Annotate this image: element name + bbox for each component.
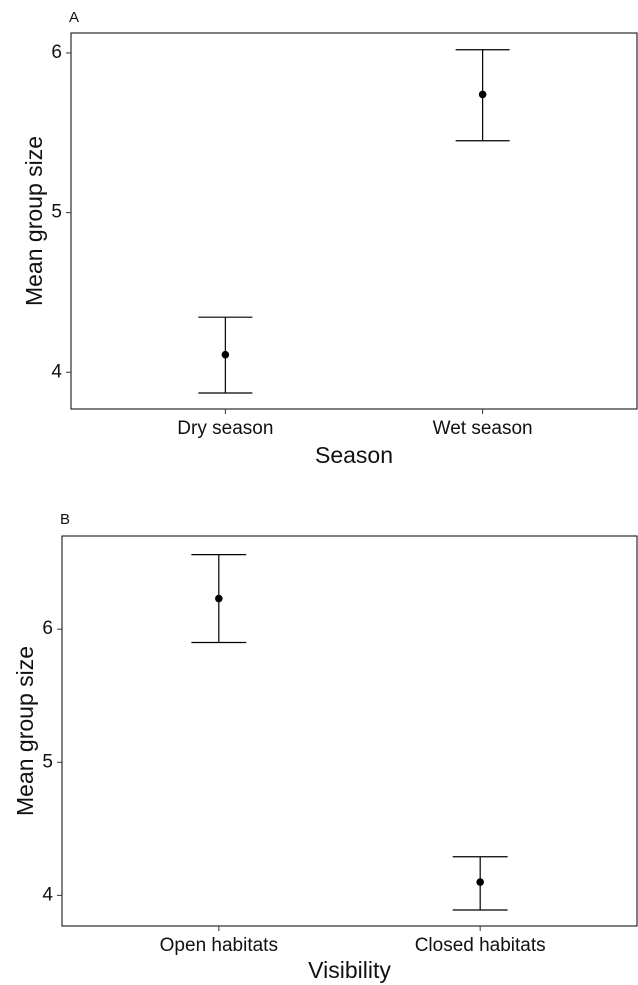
- x-tick-label: Open habitats: [160, 935, 278, 956]
- y-tick-label: 4: [51, 361, 62, 382]
- y-tick-label: 5: [51, 202, 62, 223]
- y-axis-title: Mean group size: [21, 136, 47, 306]
- point: [476, 878, 484, 886]
- x-tick-label: Dry season: [177, 418, 273, 439]
- point: [215, 594, 223, 603]
- y-tick-label: 6: [51, 42, 62, 63]
- panel-border: [61, 535, 638, 927]
- x-tick-label: Wet season: [433, 418, 533, 439]
- y-tick-label: 6: [42, 618, 53, 639]
- x-tick-label: Closed habitats: [415, 935, 546, 956]
- point: [221, 350, 230, 359]
- x-axis-title: Visibility: [308, 957, 391, 983]
- panel-border: [70, 32, 638, 410]
- y-tick-label: 4: [42, 884, 53, 905]
- point: [478, 90, 487, 99]
- x-axis-title: Season: [315, 442, 393, 468]
- panel-label: B: [60, 511, 70, 528]
- panel-label: A: [69, 9, 79, 26]
- y-axis-title: Mean group size: [12, 646, 38, 816]
- y-tick-label: 5: [42, 751, 53, 772]
